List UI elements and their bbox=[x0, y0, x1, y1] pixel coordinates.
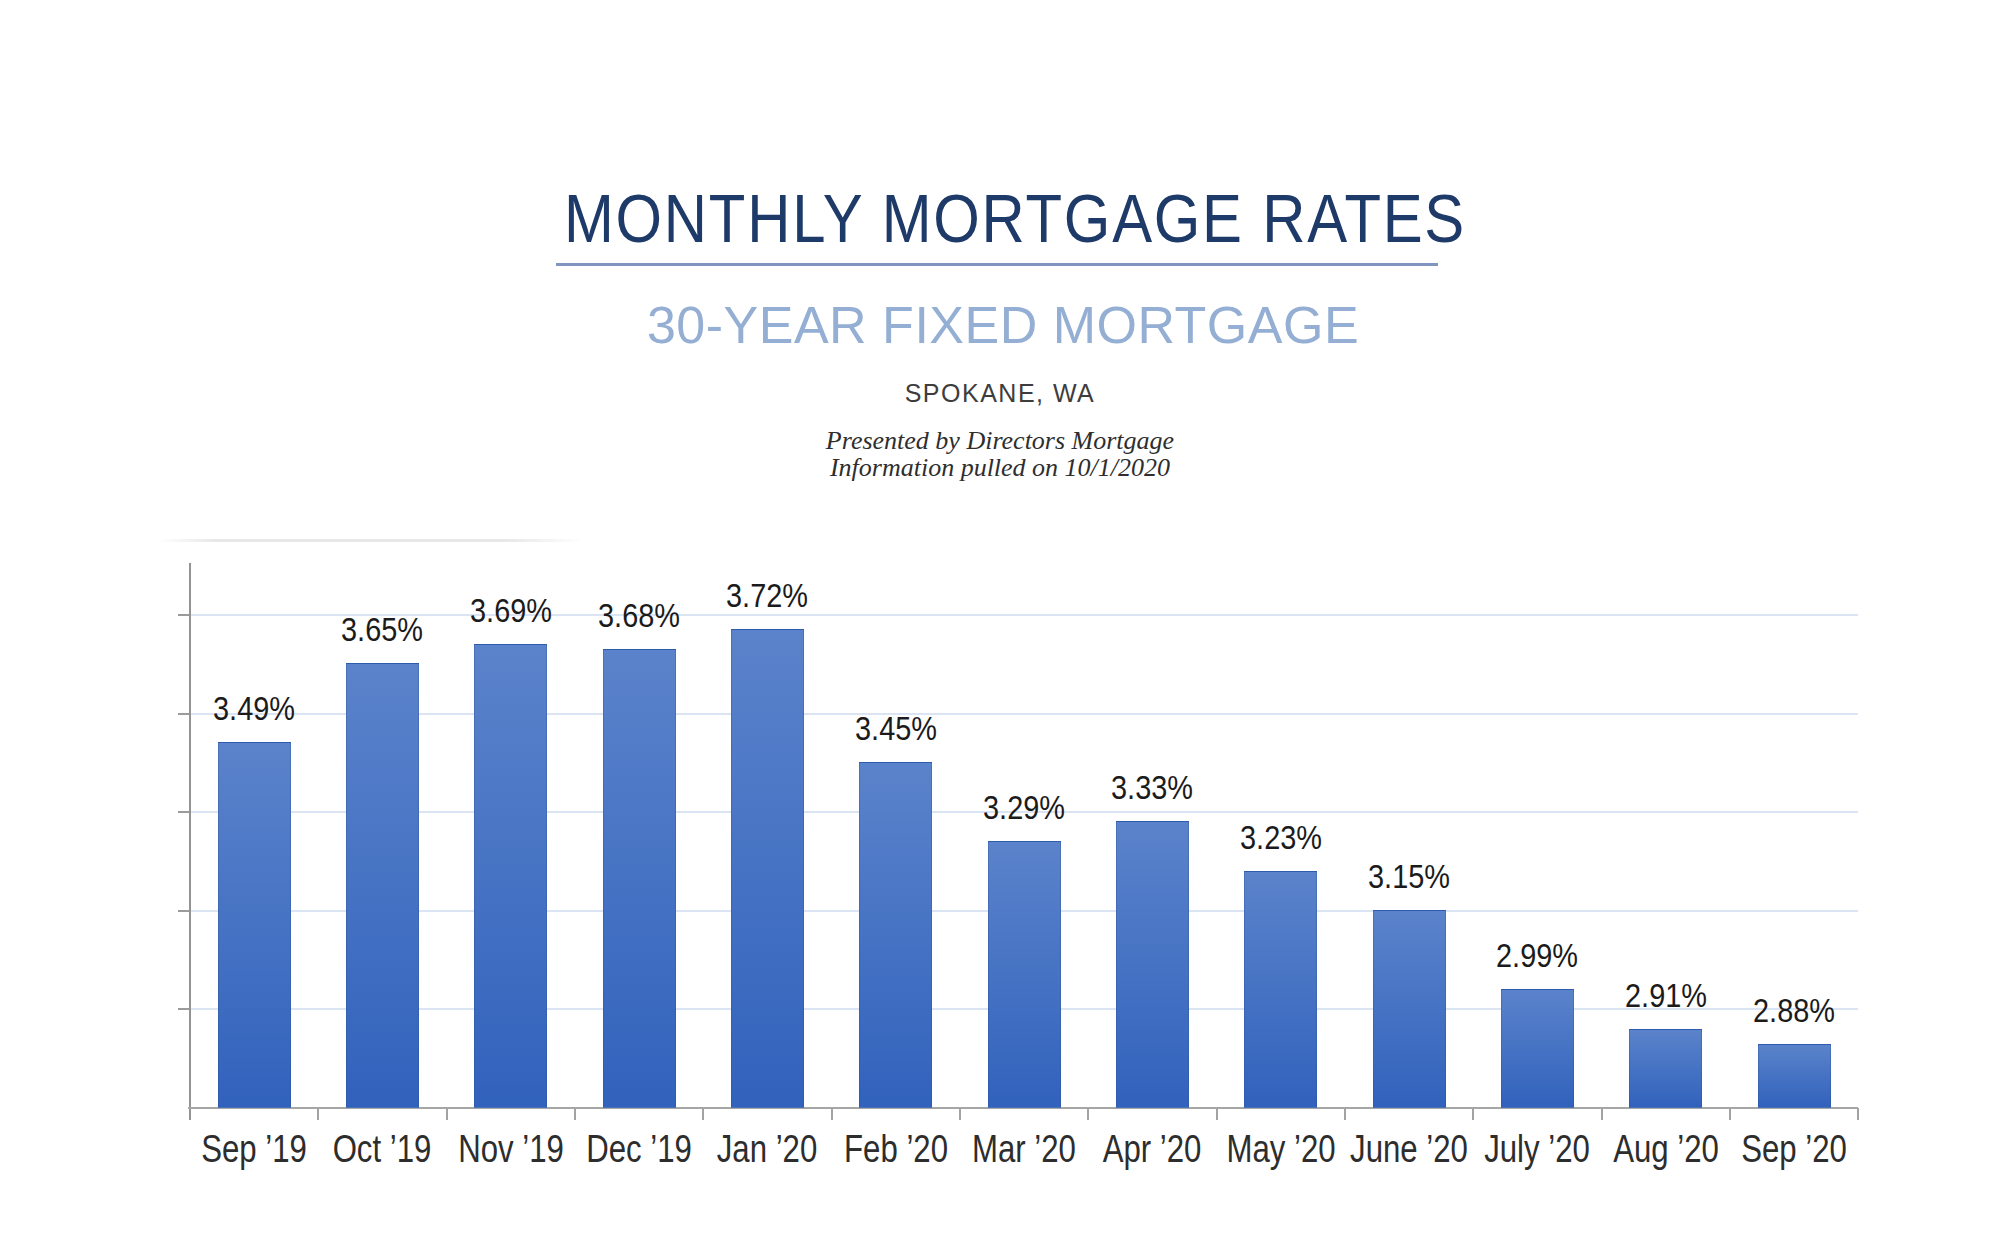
x-axis-tick bbox=[702, 1108, 704, 1120]
page: MONTHLY MORTGAGE RATES 30-YEAR FIXED MOR… bbox=[0, 0, 2000, 1250]
bar bbox=[1373, 910, 1446, 1108]
bar bbox=[1629, 1029, 1702, 1108]
x-axis-tick bbox=[574, 1108, 576, 1120]
x-axis-tick bbox=[317, 1108, 319, 1120]
bar bbox=[731, 629, 804, 1108]
x-axis-tick bbox=[1216, 1108, 1218, 1120]
bar bbox=[1116, 821, 1189, 1108]
bar-value-label: 2.99% bbox=[1444, 938, 1631, 972]
bar-value-label: 3.45% bbox=[802, 711, 989, 745]
x-axis-tick bbox=[1857, 1108, 1859, 1120]
bar bbox=[346, 663, 419, 1108]
bar bbox=[1244, 871, 1317, 1108]
bar-value-label: 3.33% bbox=[1059, 770, 1246, 804]
gridline bbox=[190, 713, 1858, 715]
bar bbox=[1501, 989, 1574, 1108]
bar-chart: 3.49%Sep ’193.65%Oct ’193.69%Nov ’193.68… bbox=[0, 0, 2000, 1250]
x-axis-tick bbox=[959, 1108, 961, 1120]
bar-value-label: 3.72% bbox=[674, 578, 861, 612]
bar-value-label: 3.49% bbox=[161, 691, 348, 725]
bar bbox=[988, 841, 1061, 1108]
y-axis bbox=[189, 563, 191, 1120]
x-axis-tick bbox=[446, 1108, 448, 1120]
bar-value-label: 3.15% bbox=[1316, 859, 1503, 893]
x-axis-tick bbox=[1087, 1108, 1089, 1120]
bar bbox=[859, 762, 932, 1108]
category-label: Sep ’20 bbox=[1704, 1130, 1884, 1168]
bar bbox=[474, 644, 547, 1108]
bar bbox=[1758, 1044, 1831, 1108]
x-axis-tick bbox=[1344, 1108, 1346, 1120]
bar-value-label: 3.23% bbox=[1187, 820, 1374, 854]
x-axis-tick bbox=[831, 1108, 833, 1120]
bar bbox=[603, 649, 676, 1108]
bar-value-label: 2.88% bbox=[1701, 993, 1888, 1027]
x-axis-tick bbox=[1472, 1108, 1474, 1120]
bar bbox=[218, 742, 291, 1108]
x-axis-tick bbox=[1601, 1108, 1603, 1120]
x-axis-tick bbox=[1729, 1108, 1731, 1120]
